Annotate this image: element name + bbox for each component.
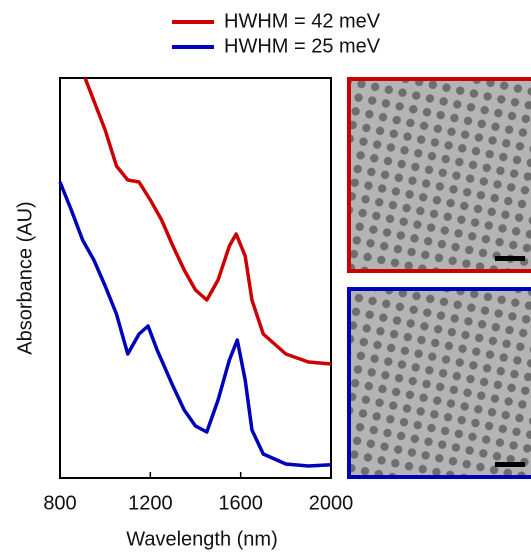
- legend-label: HWHM = 42 meV: [224, 10, 381, 32]
- x-tick-label: 2000: [309, 492, 354, 514]
- y-axis-label: Absorbance (AU): [14, 201, 36, 354]
- legend-label: HWHM = 25 meV: [224, 35, 381, 57]
- x-axis-label: Wavelength (nm): [126, 528, 278, 550]
- tem-image-blue: [347, 287, 531, 479]
- x-tick-label: 1600: [218, 492, 263, 514]
- x-tick-label: 1200: [128, 492, 173, 514]
- tem-image-red: [347, 77, 531, 273]
- spectrum-line: [58, 181, 332, 468]
- plot-frame: [59, 77, 332, 479]
- spectrum-line: [83, 77, 332, 366]
- x-tick-label: 800: [43, 492, 76, 514]
